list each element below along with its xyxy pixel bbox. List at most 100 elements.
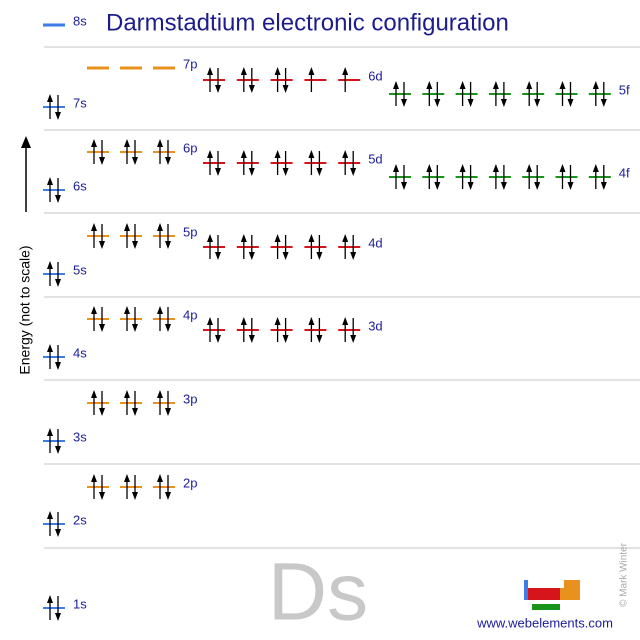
electron-arrow-head [248,252,255,260]
electron-arrow-head [157,390,163,398]
orbital: 4d [203,234,383,260]
electrons [91,474,171,500]
logo [524,580,580,610]
electron-arrow-head [99,492,105,500]
electron-arrow-head [207,317,213,325]
electrons [207,234,357,260]
electrons [47,261,61,287]
electrons [47,94,61,120]
electrons [91,390,171,416]
electron-arrow-head [165,408,171,416]
energy-grid [44,46,640,549]
orbital-label: 6s [73,178,87,193]
electron-arrow-head [426,81,433,89]
orbital-label: 1s [73,596,87,611]
electron-arrow-head [47,94,53,102]
electron-arrow-head [91,306,97,314]
electron-arrow-head [342,234,349,242]
electrons [91,223,171,249]
electron-arrow-head [467,99,474,107]
electron-arrow-head [342,150,349,158]
electron-arrow-head [55,529,61,537]
orbital-label: 4d [368,235,382,250]
orbital-label: 5d [368,151,382,166]
electron-arrow-head [567,99,574,107]
electrons [91,139,171,165]
orbital: 3d [203,317,383,343]
electron-arrow-head [274,150,281,158]
orbital-label: 3p [183,391,197,406]
electron-arrow-head [434,99,441,107]
orbital: 5s [43,261,87,287]
electron-arrow-head [215,252,221,260]
energy-arrow [21,136,31,212]
orbital-label: 7p [183,56,197,71]
orbital: 6p [87,139,197,165]
orbitals: 1s 2s 2p 3s 3p 3d 4s 4p 4d 4f 5s 5p 5d 5f 6s 6p 6d 7s 7p 8s [43,13,630,621]
orbital: 1s [43,595,87,621]
electron-arrow-head [592,81,599,89]
electron-arrow-head [207,67,213,75]
electrons [393,164,607,190]
orbital-label: 4p [183,307,197,322]
electron-arrow-head [55,279,61,287]
electron-arrow-head [274,317,281,325]
orbital-label: 3s [73,429,87,444]
electron-arrow-head [342,67,349,75]
electrons [47,428,61,454]
electron-arrow-head [132,157,138,165]
electron-arrow-head [434,182,441,190]
electron-arrow-head [308,150,315,158]
electrons [207,317,357,343]
electron-arrow-head [91,139,97,147]
electron-arrow-head [274,67,281,75]
electrons [207,67,349,93]
electrons [91,306,171,332]
electron-arrow-head [274,234,281,242]
orbital-label: 5s [73,262,87,277]
title: Darmstadtium electronic configuration [106,9,509,36]
electron-arrow-head [91,390,97,398]
electron-arrow-head [55,446,61,454]
electron-arrow-head [132,324,138,332]
electron-arrow-head [132,408,138,416]
electron-arrow-head [240,67,247,75]
electrons [207,150,357,176]
electron-arrow-head [316,168,323,176]
electron-arrow-head [165,157,171,165]
orbital: 4p [87,306,197,332]
electron-arrow-head [165,324,171,332]
orbital-label: 3d [368,318,382,333]
electron-arrow-head [459,164,466,172]
electron-arrow-head [500,99,507,107]
electron-arrow-head [55,362,61,370]
electron-arrow-head [165,492,171,500]
electron-arrow-head [282,335,289,343]
electron-arrow-head [282,85,289,93]
electron-arrow-head [99,408,105,416]
electron-arrow-head [559,81,566,89]
orbital-label: 5f [619,82,630,97]
orbital: 3p [87,390,197,416]
electrons [47,595,61,621]
orbital: 6d [203,67,383,93]
electron-arrow-head [47,511,53,519]
electron-arrow-head [534,182,541,190]
orbital: 7p [87,56,197,71]
electron-arrow-head [47,261,53,269]
electron-arrow-head [492,164,499,172]
electron-arrow-head [157,474,163,482]
electron-arrow-head [592,164,599,172]
electron-arrow-head [500,182,507,190]
electrons [393,81,607,107]
electron-arrow-head [534,99,541,107]
electron-arrow-head [124,474,130,482]
electron-arrow-head [91,474,97,482]
electrons [47,511,61,537]
electron-arrow-head [526,164,533,172]
orbital: 8s [43,13,87,28]
electron-arrow-head [316,335,323,343]
electron-arrow-head [47,428,53,436]
electron-arrow-head [459,81,466,89]
electron-arrow-head [99,241,105,249]
